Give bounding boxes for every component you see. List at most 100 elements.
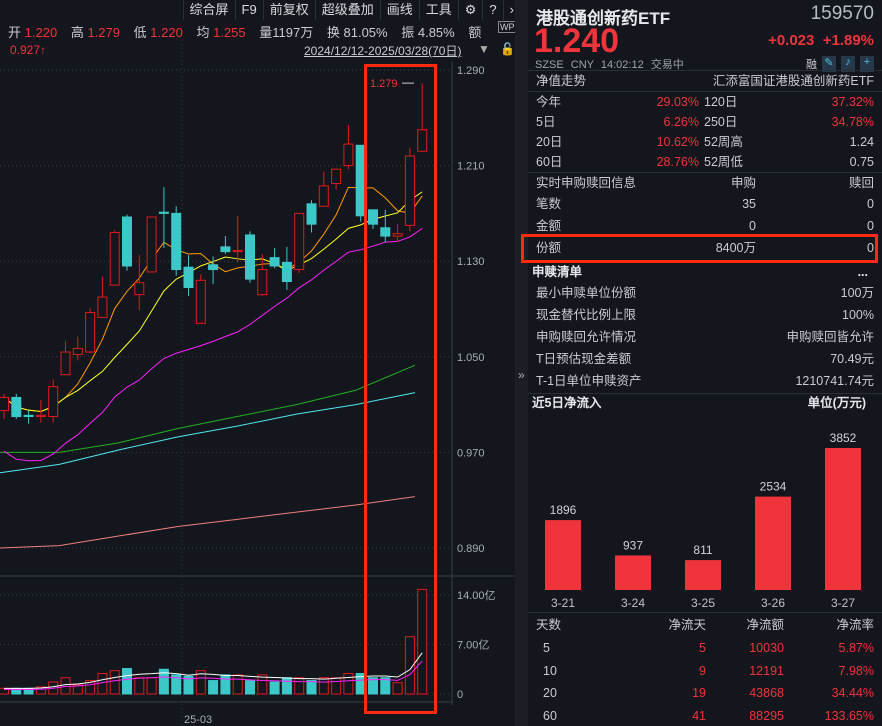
amount: 12191 — [749, 663, 784, 678]
volume-bar — [97, 672, 108, 695]
amp-value: 4.85% — [417, 25, 455, 40]
open-label: 开 — [8, 25, 22, 40]
volume-bar — [417, 588, 428, 695]
inflow-label: 3852 — [830, 431, 857, 445]
candle-body — [85, 312, 96, 353]
volume-bar — [158, 668, 169, 695]
collapse-icon[interactable]: » — [518, 368, 525, 382]
nav-return: 6.26% — [663, 115, 699, 129]
realtime-row: 份额 8400万 0 — [536, 238, 874, 258]
kline-chart[interactable]: 1.290 1.210 1.130 1.050 0.970 0.890 14.00亿 7.00… — [0, 40, 515, 726]
highlight-box-shares — [521, 234, 878, 263]
candle-body — [146, 216, 157, 273]
open-value: 1.220 — [24, 25, 58, 40]
inflow-label: 937 — [623, 538, 643, 552]
time: 14:02:12 — [600, 59, 644, 71]
nav-title: 净值走势 — [536, 74, 587, 88]
col-subscribe: 申购 — [731, 176, 757, 190]
add-icon[interactable]: + — [860, 56, 874, 72]
volume-bar — [85, 680, 96, 695]
turnover-label: 换 — [326, 25, 340, 40]
price-tick: 0.970 — [457, 447, 485, 459]
long-ma-line — [0, 364, 416, 453]
date-range[interactable]: 2024/12/12-2025/03/28(70日) — [304, 44, 462, 58]
volume-tick: 14.00亿 — [457, 589, 496, 602]
date-label: 3-21 — [551, 596, 575, 610]
toolbar-tools[interactable]: 工具 — [418, 0, 458, 20]
wp-icon[interactable]: WP — [498, 21, 517, 33]
inflow-bar — [685, 560, 721, 590]
volume-bar — [368, 677, 378, 695]
candle-body — [281, 261, 292, 283]
toolbar-adjust[interactable]: 前复权 — [262, 0, 315, 20]
nav-fund: 汇添富国证港股通创新药ETF — [712, 74, 874, 88]
gear-icon[interactable]: ⚙ — [457, 0, 483, 20]
price-tick: 1.210 — [457, 161, 485, 173]
help-icon[interactable]: ? — [482, 0, 502, 20]
volume-bar — [60, 677, 71, 695]
low-value: 1.220 — [150, 25, 183, 40]
candle-body — [257, 269, 268, 296]
vol-label: 量 — [259, 25, 273, 40]
flow-table-header: 天数 净流天 净流额 净流率 — [536, 615, 874, 635]
volume-bar — [195, 670, 206, 695]
candle-body — [404, 155, 415, 226]
splitter[interactable] — [515, 0, 528, 726]
list-value: 申购赎回皆允许 — [786, 330, 874, 344]
candle-body — [294, 212, 305, 271]
list-label: T-1日单位申赎资产 — [536, 374, 642, 388]
bell-icon[interactable]: ♪ — [841, 56, 855, 72]
toolbar-f9[interactable]: F9 — [234, 0, 263, 20]
date-label: 3-26 — [761, 596, 785, 610]
header-days-in: 净流天 — [668, 618, 706, 632]
days: 10 — [543, 663, 557, 678]
toolbar-composite[interactable]: 综合屏 — [182, 0, 235, 20]
chevron-right-icon[interactable]: › — [502, 0, 520, 20]
amount: 43868 — [749, 686, 784, 700]
subscribe-value: 0 — [749, 219, 756, 233]
candle-body — [220, 246, 231, 253]
triangle-down-icon[interactable]: ▼ — [478, 42, 490, 56]
left-marker: 0.927↑ — [10, 43, 47, 57]
candle-body — [109, 232, 120, 286]
nav-period: 52周高 — [704, 135, 743, 149]
header-rate: 净流率 — [836, 618, 874, 632]
candle-body — [417, 129, 428, 152]
turnover-value: 81.05% — [343, 25, 388, 40]
fund-name: 港股通创新药ETF — [536, 9, 671, 28]
inflow-label: 1896 — [550, 503, 577, 517]
amount-label: 额 — [468, 25, 482, 40]
flow-table-row: 10 9 12191 7.98% — [536, 661, 874, 681]
subscribe-value: 35 — [742, 197, 756, 211]
candle-body — [380, 227, 391, 237]
candle-body — [232, 249, 243, 253]
candle-body — [392, 233, 403, 237]
candle-body — [60, 351, 71, 376]
more-button[interactable]: ... — [857, 265, 868, 279]
volume-ma-line — [4, 660, 423, 690]
volume-bar — [232, 674, 243, 695]
candle-body — [97, 296, 108, 318]
ma20-line — [3, 227, 423, 462]
nav-return: 29.03% — [656, 95, 699, 109]
volume-bar — [294, 677, 305, 695]
lock-icon[interactable]: 🔓 — [500, 42, 515, 56]
candle-body — [171, 212, 182, 271]
nav-row: 20日 10.62% 52周高 1.24 — [536, 132, 874, 152]
date-label: 3-27 — [831, 596, 855, 610]
candle-body — [0, 396, 9, 412]
redeem-value: 0 — [867, 197, 874, 211]
avg-label: 均 — [196, 25, 210, 40]
edit-icon[interactable]: ✎ — [822, 56, 836, 72]
candle-body — [72, 347, 83, 355]
volume-bar — [208, 680, 219, 695]
toolbar-draw[interactable]: 画线 — [379, 0, 419, 20]
candle-body — [269, 257, 280, 267]
change-pct: +1.89% — [822, 32, 874, 49]
volume-bar — [245, 680, 255, 695]
rate: 34.44% — [831, 686, 874, 700]
flow-unit: 单位(万元) — [807, 396, 866, 410]
toolbar-overlay[interactable]: 超级叠加 — [314, 0, 380, 20]
inflow-bar — [825, 448, 861, 590]
flow-title: 近5日净流入 — [532, 396, 602, 410]
